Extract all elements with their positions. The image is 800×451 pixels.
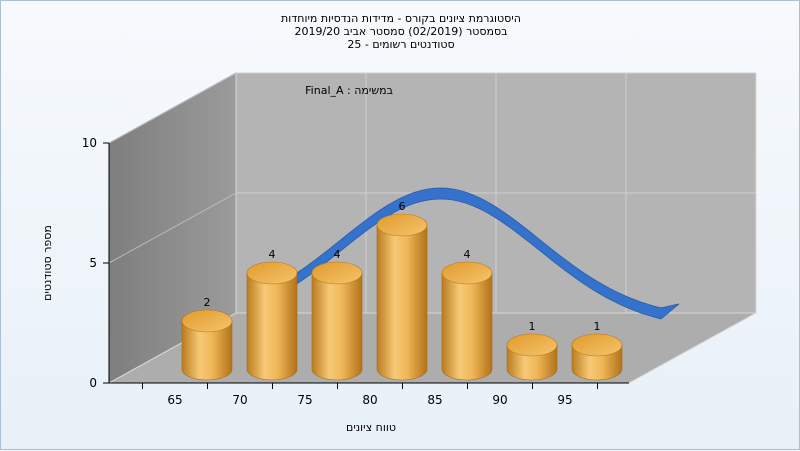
bar-value-label: 2: [204, 296, 211, 309]
bar-value-label: 4: [464, 248, 471, 261]
x-tick-label: 65: [167, 393, 182, 407]
x-tick-label: 85: [427, 393, 442, 407]
bar-body: [311, 272, 363, 381]
x-tick-label: 75: [297, 393, 312, 407]
bar-top: [246, 261, 298, 285]
grid-line-left: [108, 192, 237, 264]
bar-95: 1: [571, 320, 623, 381]
chart-title-line-1: היסטוגרמת ציונים בקורס - מדידות הנדסיות …: [281, 12, 521, 25]
y-tick-label: 0: [89, 376, 97, 390]
bar-value-label: 1: [594, 320, 601, 333]
x-tick-label: 90: [492, 393, 507, 407]
bar-body: [246, 272, 298, 381]
bar-top: [376, 213, 428, 237]
bar-value-label: 1: [529, 320, 536, 333]
bar-top: [311, 261, 363, 285]
x-axis-ticks: 65 70 75 80 85 90 95: [142, 383, 598, 407]
chart-title-line-3: סטודנטים רשומים - 25: [347, 38, 455, 51]
bar-65: 2: [181, 296, 233, 381]
bar-top: [181, 309, 233, 333]
grid-line-left: [108, 72, 237, 144]
bar-value-label: 4: [334, 248, 341, 261]
y-tick-label: 10: [82, 136, 97, 150]
x-axis-label: טווח ציונים: [346, 421, 396, 434]
grid-lines: [108, 72, 756, 313]
bars: 2 4 4 6 4 1 1: [181, 200, 623, 381]
bar-80: 6: [376, 200, 428, 381]
bar-70: 4: [246, 248, 298, 381]
bar-body: [181, 320, 233, 381]
bar-75: 4: [311, 248, 363, 381]
bar-value-label: 6: [399, 200, 406, 213]
x-tick-label: 70: [232, 393, 247, 407]
annotation-label: במשימה : Final_A: [305, 84, 393, 97]
y-axis-label: מספר סטודנטים: [41, 225, 54, 301]
y-axis-ticks: 0 5 10: [82, 136, 109, 390]
normal-curve-ribbon: [270, 187, 680, 320]
bar-top: [571, 333, 623, 357]
y-tick-label: 5: [89, 256, 97, 270]
bar-85: 4: [441, 248, 493, 381]
bar-90: 1: [506, 320, 558, 381]
normal-curve: [270, 187, 680, 320]
x-tick-label: 95: [557, 393, 572, 407]
bar-body: [441, 272, 493, 381]
bar-body: [376, 224, 428, 381]
x-tick-label: 80: [362, 393, 377, 407]
bar-value-label: 4: [269, 248, 276, 261]
bar-top: [441, 261, 493, 285]
bar-top: [506, 333, 558, 357]
chart-title-line-2: בסמסטר (02/2019) סמסטר אביב 2019/20: [294, 25, 508, 38]
chart-title: היסטוגרמת ציונים בקורס - מדידות הנדסיות …: [1, 12, 800, 51]
